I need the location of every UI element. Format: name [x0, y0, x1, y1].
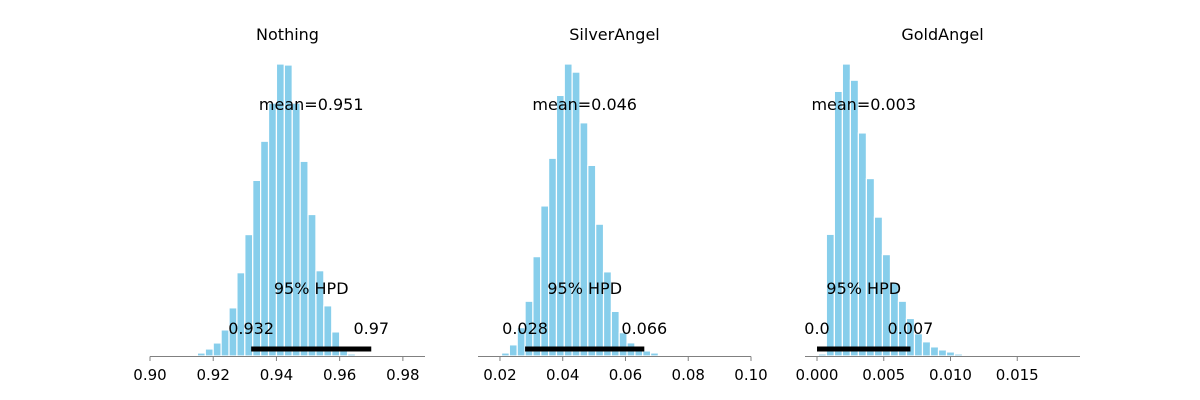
- histogram-bar: [196, 352, 206, 357]
- subplot-title: SilverAngel: [569, 25, 659, 44]
- histogram-bar: [331, 331, 341, 357]
- histogram-bar: [865, 177, 876, 357]
- x-tick-label: 0.005: [862, 366, 905, 384]
- subplot-title: Nothing: [256, 25, 319, 44]
- histogram-bar: [649, 352, 660, 357]
- histogram-bar: [849, 79, 859, 357]
- x-tick-label: 0.96: [323, 366, 356, 384]
- histogram-bar: [188, 354, 199, 357]
- mean-label: mean=0.003: [811, 95, 916, 114]
- histogram-bar: [953, 353, 964, 357]
- histogram-bar: [833, 90, 843, 357]
- hpd-lower-label: 0.932: [228, 319, 274, 338]
- x-tick-label: 0.010: [929, 366, 972, 384]
- histogram-bar: [945, 351, 956, 357]
- histogram-bar: [212, 342, 222, 357]
- histogram-bar: [587, 164, 597, 357]
- histogram-bar: [508, 344, 518, 357]
- histogram-bar: [236, 272, 246, 357]
- x-tick-label: 0.10: [734, 366, 767, 384]
- mean-label: mean=0.951: [259, 95, 364, 114]
- histogram-bar: [657, 354, 667, 357]
- hpd-lower-label: 0.028: [502, 319, 548, 338]
- histogram-bar: [299, 160, 309, 357]
- subplot-1: 0.90 0.92 0.94 0.96 0.98 Nothing mean=0.951 95%…: [133, 25, 425, 384]
- x-tick-label: 0.90: [133, 366, 166, 384]
- histogram-bar: [579, 122, 589, 357]
- x-tick-label: 0.06: [609, 366, 642, 384]
- x-tick-label: 0.94: [260, 366, 293, 384]
- histogram-bar: [961, 354, 972, 357]
- mean-label: mean=0.046: [532, 95, 637, 114]
- x-tick-label: 0.08: [672, 366, 705, 384]
- histogram-bar: [291, 102, 301, 357]
- x-tick-label: 0.000: [796, 366, 839, 384]
- histogram-bar: [817, 353, 827, 357]
- histogram-bars: [188, 63, 357, 357]
- hpd-label: 95% HPD: [274, 279, 349, 298]
- hpd-label: 95% HPD: [826, 279, 901, 298]
- histogram-bar: [881, 254, 892, 357]
- histogram-bar: [921, 341, 932, 357]
- histogram-bar: [937, 349, 948, 357]
- histogram-bar: [548, 157, 558, 357]
- x-tick-label: 0.015: [996, 366, 1039, 384]
- subplot-title: GoldAngel: [901, 25, 983, 44]
- histogram-bar: [555, 94, 565, 357]
- subplot-3: 0.000 0.005 0.010 0.015 GoldAngel mean=0.003 9…: [796, 25, 1080, 384]
- hpd-lower-label: 0.0: [804, 319, 829, 338]
- x-tick-label: 0.04: [546, 366, 579, 384]
- hpd-upper-label: 0.066: [621, 319, 667, 338]
- x-tick-label: 0.98: [386, 366, 419, 384]
- subplot-2: 0.02 0.04 0.06 0.08 0.10 SilverAngel mean=0.04…: [478, 25, 768, 384]
- histogram-bar: [642, 350, 652, 357]
- histogram-bar: [532, 256, 542, 357]
- histogram-bar: [204, 348, 214, 357]
- histogram-bar: [571, 71, 581, 357]
- histogram-bar: [857, 132, 868, 357]
- hpd-upper-label: 0.97: [353, 319, 389, 338]
- x-tick-label: 0.92: [197, 366, 230, 384]
- histogram-bar: [346, 353, 357, 357]
- histogram-bar: [929, 346, 940, 357]
- x-tick-label: 0.02: [483, 366, 516, 384]
- hpd-upper-label: 0.007: [888, 319, 934, 338]
- histogram-bar: [500, 352, 510, 357]
- hpd-label: 95% HPD: [547, 279, 622, 298]
- histogram-bars: [817, 63, 972, 357]
